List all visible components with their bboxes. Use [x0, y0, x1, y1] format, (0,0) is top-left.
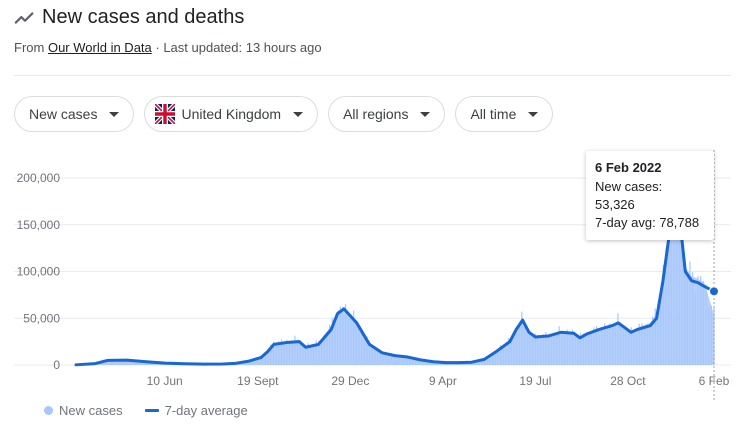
- y-tick-label: 50,000: [23, 311, 60, 325]
- divider: [14, 75, 731, 76]
- filter-bar: New cases United Kingdom All regions All…: [14, 96, 563, 132]
- chevron-down-icon: [420, 111, 431, 117]
- average-legend-swatch: [144, 409, 159, 412]
- new-cases-legend-label: New cases: [59, 403, 123, 418]
- metric-dropdown-label: New cases: [29, 106, 98, 122]
- x-tick-label: 19 Jul: [519, 374, 551, 388]
- x-tick-label: 29 Dec: [331, 374, 369, 388]
- time-range-dropdown-label: All time: [470, 106, 517, 122]
- x-tick-label: 9 Apr: [429, 374, 457, 388]
- y-tick-label: 0: [53, 358, 60, 372]
- last-updated-text: · Last updated: 13 hours ago: [155, 40, 322, 55]
- time-range-dropdown[interactable]: All time: [455, 96, 554, 132]
- metric-dropdown[interactable]: New cases: [14, 96, 135, 132]
- chevron-down-icon: [293, 111, 304, 117]
- page-title: New cases and deaths: [42, 6, 245, 28]
- x-tick-label: 6 Feb: [699, 374, 730, 388]
- new-cases-legend-swatch: [44, 406, 53, 415]
- chevron-down-icon: [528, 111, 539, 117]
- y-tick-label: 150,000: [17, 218, 61, 232]
- x-tick-label: 28 Oct: [610, 374, 646, 388]
- source-link[interactable]: Our World in Data: [47, 40, 152, 55]
- average-legend-label: 7-day average: [164, 403, 248, 418]
- source-prefix: From: [14, 40, 45, 55]
- tooltip-7day-avg: 7-day avg: 78,788: [595, 215, 700, 230]
- chevron-down-icon: [109, 111, 120, 117]
- uk-flag-icon: [155, 104, 176, 124]
- region-dropdown[interactable]: All regions: [328, 96, 446, 132]
- tooltip-new-cases: New cases: 53,326: [595, 179, 663, 212]
- trending-line-icon: [14, 11, 34, 24]
- tooltip-date: 6 Feb 2022: [595, 160, 662, 175]
- country-dropdown-label: United Kingdom: [181, 106, 282, 122]
- y-tick-label: 200,000: [17, 171, 61, 185]
- chart-tooltip: 6 Feb 2022 New cases: 53,326 7-day avg: …: [586, 151, 714, 240]
- country-dropdown[interactable]: United Kingdom: [144, 96, 319, 132]
- chart-legend: New cases 7-day average: [44, 403, 248, 418]
- x-tick-label: 19 Sept: [237, 374, 279, 388]
- source-line: From Our World in Data · Last updated: 1…: [14, 40, 322, 55]
- y-tick-label: 100,000: [17, 265, 61, 279]
- hover-point: [709, 286, 719, 297]
- chart-header: New cases and deaths: [14, 6, 244, 29]
- region-dropdown-label: All regions: [343, 106, 409, 122]
- seven-day-average-line: [74, 195, 716, 367]
- x-tick-label: 10 Jun: [147, 374, 183, 388]
